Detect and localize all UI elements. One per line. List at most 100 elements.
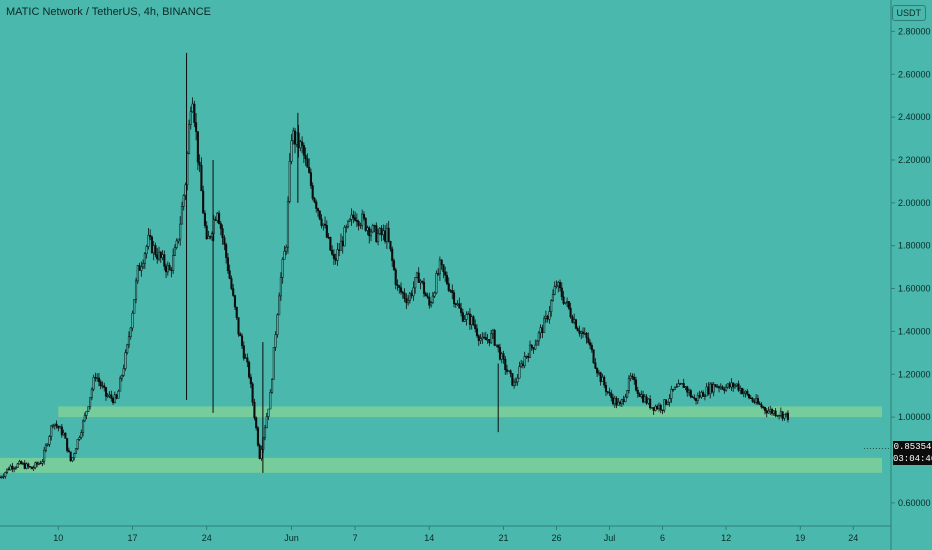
candle-down xyxy=(239,333,242,337)
candle-down xyxy=(497,344,500,348)
candle-down xyxy=(472,316,475,326)
candle-down xyxy=(689,390,692,398)
candle-up xyxy=(157,251,161,260)
candle-up xyxy=(783,414,786,419)
candle-up xyxy=(536,340,539,346)
candle-up xyxy=(525,355,528,358)
candle-up xyxy=(120,375,123,379)
candle-down xyxy=(168,265,171,271)
candle-down xyxy=(521,363,524,366)
price-tick-label: 0.60000 xyxy=(898,498,931,508)
candle-down xyxy=(589,342,592,346)
candle-up xyxy=(666,401,669,405)
candle-down xyxy=(606,391,609,393)
candle-up xyxy=(778,414,781,417)
candle-down xyxy=(723,388,726,391)
candle-down xyxy=(341,240,344,247)
candle-up xyxy=(544,316,547,319)
candle-down xyxy=(659,404,662,411)
candle-up xyxy=(90,388,93,398)
candle-up xyxy=(6,468,9,473)
candle-up xyxy=(670,389,673,399)
candle-down xyxy=(702,392,705,397)
candle-up xyxy=(136,265,139,282)
candle-up xyxy=(299,141,302,149)
candle-up xyxy=(267,408,270,417)
candle-down xyxy=(661,409,664,411)
candle-up xyxy=(491,329,494,334)
candle-down xyxy=(357,221,360,226)
candle-up xyxy=(703,395,706,397)
candle-up xyxy=(145,246,148,255)
candle-up xyxy=(779,411,782,416)
candle-up xyxy=(481,336,484,340)
candle-up xyxy=(348,219,351,222)
candle-down xyxy=(0,476,2,479)
candle-up xyxy=(709,383,712,395)
candle-down xyxy=(392,260,396,270)
candle-down xyxy=(293,130,297,145)
candle-up xyxy=(62,432,65,436)
candle-down xyxy=(751,398,754,402)
candle-down xyxy=(756,398,759,404)
candle-down xyxy=(30,466,33,470)
candle-up xyxy=(286,201,290,248)
candle-down xyxy=(320,218,323,226)
candle-down xyxy=(338,249,341,251)
candle-down xyxy=(332,254,335,259)
candle-down xyxy=(594,362,597,369)
candle-down xyxy=(232,288,235,296)
candle-down xyxy=(714,384,717,388)
time-tick-label: 19 xyxy=(795,533,805,543)
candle-down xyxy=(301,141,304,146)
candle-down xyxy=(599,372,602,382)
candle-down xyxy=(308,167,311,173)
candle-up xyxy=(117,390,120,399)
candle-up xyxy=(719,386,722,389)
candle-down xyxy=(325,224,328,238)
candle-up xyxy=(430,302,433,306)
time-axis[interactable]: 10 17 24 Jun 7 14 21 26 Jul 6 12 19 24 xyxy=(53,526,858,543)
candle-up xyxy=(705,386,708,397)
candle-down xyxy=(237,317,240,335)
candle-down xyxy=(302,145,305,156)
candle-up xyxy=(80,432,83,438)
candle-up xyxy=(290,140,293,162)
candle-down xyxy=(399,287,403,293)
candle-up xyxy=(182,195,185,207)
candle-up xyxy=(539,327,542,334)
candle-down xyxy=(774,410,777,416)
candle-up xyxy=(108,394,111,397)
candle-up xyxy=(161,254,164,258)
currency-badge[interactable]: USDT xyxy=(891,5,926,21)
candle-down xyxy=(205,225,208,240)
candle-up xyxy=(700,392,703,398)
price-axis[interactable]: 2.80000 2.60000 2.40000 2.20000 2.00000 1.800… xyxy=(891,26,931,508)
candle-up xyxy=(21,462,25,465)
candle-up xyxy=(465,314,468,320)
candle-up xyxy=(172,255,175,271)
candle-down xyxy=(615,398,618,406)
candle-down xyxy=(368,227,371,237)
candle-up xyxy=(16,463,19,468)
candle-down xyxy=(313,198,316,203)
candle-down xyxy=(560,287,563,298)
candle-down xyxy=(354,217,357,221)
candle-down xyxy=(569,307,572,318)
time-tick-label: Jul xyxy=(604,533,616,543)
candle-down xyxy=(380,228,383,236)
candle-up xyxy=(378,228,381,234)
candle-down xyxy=(248,361,251,378)
candle-down xyxy=(242,345,245,359)
candle-down xyxy=(20,461,23,465)
candle-up xyxy=(573,319,576,323)
candle-down xyxy=(387,227,390,242)
price-tick-label: 2.00000 xyxy=(898,198,931,208)
candle-up xyxy=(382,230,385,236)
candle-up xyxy=(48,436,51,445)
candle-down xyxy=(587,337,590,343)
candle-up xyxy=(32,467,35,470)
candle-up xyxy=(470,316,473,325)
candle-down xyxy=(721,386,724,390)
